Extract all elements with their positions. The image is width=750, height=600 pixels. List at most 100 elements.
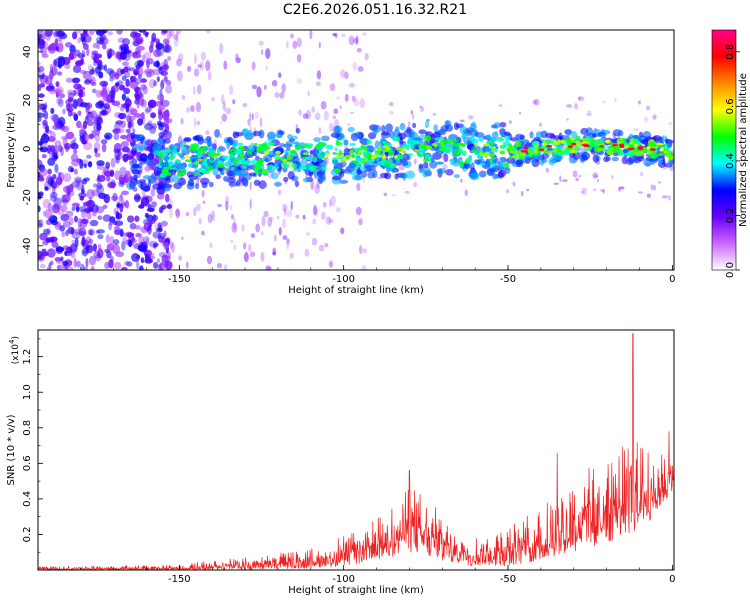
heatmap-cell xyxy=(377,147,382,152)
heatmap-cell xyxy=(156,192,165,200)
heatmap-cell xyxy=(224,167,229,171)
heatmap-cell xyxy=(97,243,102,250)
heatmap-cell xyxy=(71,158,81,167)
heatmap-cell xyxy=(126,261,133,267)
heatmap-cell xyxy=(41,106,47,113)
heatmap-cell xyxy=(290,33,294,39)
heatmap-cell xyxy=(103,102,111,110)
heatmap-cell xyxy=(581,151,591,161)
heatmap-cell xyxy=(338,149,342,155)
heatmap-cell xyxy=(241,128,248,135)
heatmap-cell xyxy=(459,125,468,135)
heatmap-cell xyxy=(117,112,127,120)
heatmap-cell xyxy=(362,247,368,254)
heatmap-cell xyxy=(54,153,59,158)
heatmap-cell xyxy=(44,186,49,191)
heatmap-cell xyxy=(493,122,501,129)
heatmap-cell xyxy=(602,100,607,104)
heatmap-cell xyxy=(606,149,610,155)
heatmap-cell xyxy=(225,200,229,211)
heatmap-cell xyxy=(329,83,336,92)
heatmap-cell xyxy=(143,70,152,75)
heatmap-cell xyxy=(157,144,162,150)
heatmap-cell xyxy=(166,130,170,136)
heatmap-cell xyxy=(264,157,269,163)
heatmap-cell xyxy=(454,143,460,147)
heatmap-cell xyxy=(237,157,243,161)
heatmap-cell xyxy=(108,223,112,231)
heatmap-cell xyxy=(219,121,222,125)
spectrogram-x-label: Height of straight line (km) xyxy=(288,285,424,296)
heatmap-cell xyxy=(251,61,256,71)
heatmap-cell xyxy=(81,159,89,167)
heatmap-cell xyxy=(455,137,460,142)
heatmap-cell xyxy=(115,155,120,164)
heatmap-cell xyxy=(363,147,368,151)
heatmap-cell xyxy=(181,236,184,241)
heatmap-cell xyxy=(321,151,326,157)
heatmap-cell xyxy=(99,103,107,111)
heatmap-cell xyxy=(637,146,644,149)
heatmap-cell xyxy=(459,148,463,152)
heatmap-cell xyxy=(433,124,438,132)
heatmap-cell xyxy=(342,158,346,163)
heatmap-cell xyxy=(648,141,656,146)
heatmap-cell xyxy=(86,47,90,57)
heatmap-cell xyxy=(136,169,142,175)
colorbar-label: Normalized spectral amplitude xyxy=(738,73,749,227)
heatmap-cell xyxy=(460,178,463,183)
heatmap-cell xyxy=(237,142,244,146)
heatmap-cell xyxy=(575,135,581,141)
heatmap-cell xyxy=(424,145,432,150)
heatmap-cell xyxy=(153,242,159,247)
heatmap-cell xyxy=(597,148,602,152)
heatmap-cell xyxy=(49,236,58,243)
heatmap-cell xyxy=(490,147,495,152)
heatmap-cell xyxy=(60,213,70,222)
heatmap-cell xyxy=(39,146,49,153)
heatmap-cell xyxy=(127,232,135,238)
heatmap-cell xyxy=(140,196,150,207)
heatmap-cell xyxy=(42,142,48,149)
heatmap-cell xyxy=(181,168,187,173)
heatmap-cell xyxy=(186,65,192,72)
heatmap-cell xyxy=(44,208,53,219)
heatmap-cell xyxy=(85,206,91,214)
heatmap-cell xyxy=(113,225,120,231)
heatmap-cell xyxy=(508,155,513,160)
heatmap-cell xyxy=(38,93,45,98)
heatmap-cell xyxy=(298,166,306,171)
heatmap-cell xyxy=(614,98,617,103)
heatmap-cell xyxy=(169,30,175,37)
heatmap-cell xyxy=(139,158,147,165)
heatmap-cell xyxy=(286,209,293,218)
heatmap-cell xyxy=(101,109,107,115)
heatmap-cell xyxy=(128,67,136,72)
heatmap-cell xyxy=(574,102,579,110)
heatmap-cell xyxy=(223,176,229,182)
heatmap-cell xyxy=(50,220,58,226)
heatmap-cell xyxy=(78,206,87,212)
heatmap-cell xyxy=(176,70,183,82)
heatmap-cell xyxy=(453,174,460,179)
heatmap-cell xyxy=(165,130,172,140)
heatmap-cell xyxy=(119,193,124,200)
spectrogram-x-tick-label: -50 xyxy=(500,274,516,285)
heatmap-cell xyxy=(39,39,45,49)
heatmap-cell xyxy=(361,264,367,270)
heatmap-cell xyxy=(667,195,671,201)
heatmap-cell xyxy=(76,120,82,129)
heatmap-cell xyxy=(65,184,74,193)
heatmap-cell xyxy=(156,227,163,233)
heatmap-cell xyxy=(494,147,498,153)
heatmap-cell xyxy=(48,262,52,270)
heatmap-cell xyxy=(292,40,298,50)
heatmap-cell xyxy=(163,44,172,54)
heatmap-cell xyxy=(125,155,135,160)
heatmap-cell xyxy=(56,97,63,105)
heatmap-cell xyxy=(436,168,447,174)
heatmap-cell xyxy=(318,41,321,49)
heatmap-cell xyxy=(489,153,496,157)
heatmap-cell xyxy=(53,57,63,68)
heatmap-cell xyxy=(173,162,179,167)
